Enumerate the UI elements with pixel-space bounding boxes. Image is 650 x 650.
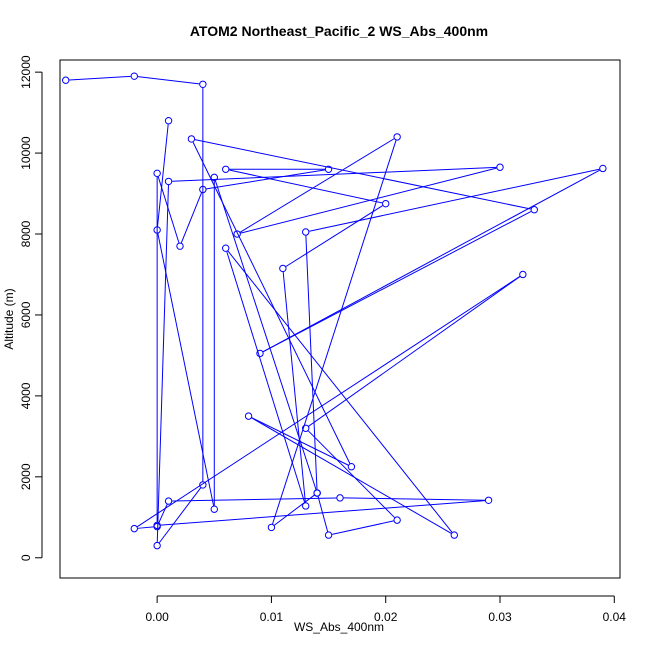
x-tick-label: 0.02 <box>374 610 398 624</box>
data-point <box>279 264 287 273</box>
series-segment <box>157 233 215 506</box>
series-segment <box>158 487 202 544</box>
data-point <box>153 226 161 234</box>
data-point <box>336 494 344 502</box>
series-segment <box>137 76 200 85</box>
data-point <box>267 523 276 532</box>
data-point <box>324 531 333 539</box>
data-point <box>153 522 161 531</box>
x-tick-label: 0.04 <box>603 610 627 624</box>
y-tick-label: 6000 <box>19 301 33 328</box>
series-segment <box>226 251 306 503</box>
data-point <box>130 72 138 80</box>
data-point <box>164 497 173 505</box>
data-point <box>599 164 607 173</box>
series-segment <box>180 192 202 244</box>
data-point <box>324 165 333 173</box>
series-segment <box>206 169 326 190</box>
series-segment <box>69 75 131 81</box>
series-segment <box>317 496 329 532</box>
data-point <box>382 199 390 208</box>
chart-title: ATOM2 Northeast_Pacific_2 WS_Abs_400nm <box>190 23 488 39</box>
series-segment <box>331 520 394 535</box>
data-point <box>210 173 218 182</box>
series-segment <box>157 124 169 227</box>
y-tick-label: 4000 <box>19 382 33 409</box>
data-point <box>519 270 527 279</box>
series-segment <box>282 271 306 503</box>
series-segment <box>214 180 317 490</box>
data-point <box>222 165 230 173</box>
data-point <box>450 531 458 539</box>
series-segment <box>251 417 452 534</box>
x-tick-label: 0.00 <box>145 610 169 624</box>
data-point <box>530 206 538 214</box>
data-point <box>347 463 356 471</box>
x-axis: 0.00 0.01 0.02 0.03 0.04 <box>145 595 627 624</box>
data-point <box>496 163 504 171</box>
series-segment <box>262 169 600 353</box>
series-segment <box>229 169 383 204</box>
data-point <box>199 185 207 194</box>
data-point <box>153 169 161 178</box>
data-point <box>176 242 184 250</box>
data-point <box>393 516 401 524</box>
y-axis: 0 2000 4000 6000 8000 10000 12000 <box>19 55 43 561</box>
y-tick-label: 0 <box>19 554 33 561</box>
series-segment <box>194 139 531 210</box>
y-tick-label: 10000 <box>19 136 33 170</box>
series-segment <box>172 166 497 182</box>
y-tick-label: 12000 <box>19 55 33 89</box>
data-point <box>164 117 173 125</box>
y-axis-label: Altitude (m) <box>2 288 16 349</box>
series-segment <box>308 276 521 427</box>
data-point <box>302 424 310 432</box>
x-axis-label: WS_Abs_400nm <box>294 620 384 634</box>
series-segment <box>192 141 351 464</box>
series-segment <box>137 276 521 528</box>
data-point <box>233 230 241 238</box>
data-point <box>313 489 321 497</box>
series-segment <box>274 494 315 526</box>
data-point <box>484 496 493 504</box>
data-point <box>187 135 196 143</box>
data-point <box>153 541 161 550</box>
series-segment <box>156 184 169 543</box>
series-segment <box>285 205 383 267</box>
series-segment <box>307 430 395 518</box>
series-segment <box>305 235 318 490</box>
plot-frame <box>59 59 621 579</box>
data-point <box>210 505 218 513</box>
series-segment <box>272 140 397 525</box>
data-point <box>302 502 310 510</box>
series-segment <box>262 210 532 353</box>
series-segment <box>137 526 154 529</box>
data-point <box>244 412 253 420</box>
data-point <box>222 244 230 252</box>
data-point <box>302 228 310 236</box>
data-point <box>393 133 401 141</box>
data-point <box>164 177 173 186</box>
data-points <box>62 72 607 550</box>
y-tick-label: 2000 <box>19 463 33 490</box>
series-segment <box>227 250 453 533</box>
x-tick-label: 0.01 <box>260 610 284 624</box>
y-tick-label: 8000 <box>19 220 33 247</box>
x-tick-label: 0.03 <box>488 610 512 624</box>
data-point <box>256 349 264 358</box>
series-line <box>69 75 600 544</box>
data-point <box>62 76 70 84</box>
series-segment <box>240 167 497 234</box>
data-point <box>130 524 138 533</box>
data-point <box>199 481 207 489</box>
data-point <box>199 80 207 88</box>
series-segment <box>172 497 337 502</box>
series-segment <box>239 138 395 233</box>
series-segment <box>158 504 168 524</box>
series-segment <box>343 497 485 501</box>
